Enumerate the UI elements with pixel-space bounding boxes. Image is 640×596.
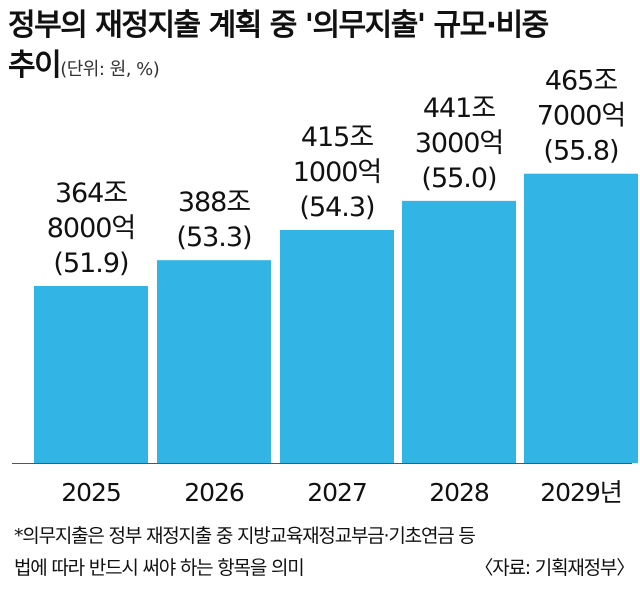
bar-2026: [157, 260, 271, 463]
data-label: 3000억: [415, 128, 504, 159]
category-label: 2029년: [540, 478, 622, 507]
data-label: (54.3): [299, 192, 374, 223]
data-label: (55.0): [421, 163, 496, 194]
category-label: 2025: [61, 478, 121, 507]
category-label: 2028: [429, 478, 489, 507]
data-label: 465조: [545, 66, 618, 97]
data-label: (53.3): [176, 222, 251, 253]
data-label: 441조: [423, 93, 496, 124]
chart-title: 정부의 재정지출 계획 중 '의무지출' 규모·비중 추이(단위: 원, %): [8, 6, 638, 90]
bar-2029년: [524, 173, 638, 463]
unit-note: (단위: 원, %): [60, 59, 160, 80]
footnote-row-2: 법에 따라 반드시 써야 하는 항목을 의미 〈자료: 기획재정부〉: [14, 552, 635, 584]
data-label: (51.9): [53, 248, 128, 279]
data-label: 415조: [301, 122, 374, 153]
category-label: 2027: [307, 478, 367, 507]
data-label: 388조: [178, 187, 251, 218]
footnote-line-1: *의무지출은 정부 재정지출 중 지방교육재정교부금·기초연금 등: [14, 525, 476, 547]
bar-2028: [402, 200, 516, 463]
data-label: (55.8): [543, 136, 618, 167]
footnote-line-2: 법에 따라 반드시 써야 하는 항목을 의미: [14, 557, 305, 579]
title-line-2: 추이(단위: 원, %): [8, 46, 638, 90]
data-label: 7000억: [537, 101, 626, 132]
title-line-1: 정부의 재정지출 계획 중 '의무지출' 규모·비중: [8, 8, 549, 43]
data-label: 364조: [55, 178, 128, 209]
bar-2027: [280, 230, 394, 463]
title-line-2-text: 추이: [8, 48, 62, 83]
source-note: 〈자료: 기획재정부〉: [474, 557, 635, 579]
data-label: 1000억: [293, 157, 382, 188]
data-label: 8000억: [47, 213, 136, 244]
bar-2025: [34, 286, 148, 463]
category-label: 2026: [184, 478, 244, 507]
footnote: *의무지출은 정부 재정지출 중 지방교육재정교부금·기초연금 등 법에 따라 …: [14, 520, 635, 584]
